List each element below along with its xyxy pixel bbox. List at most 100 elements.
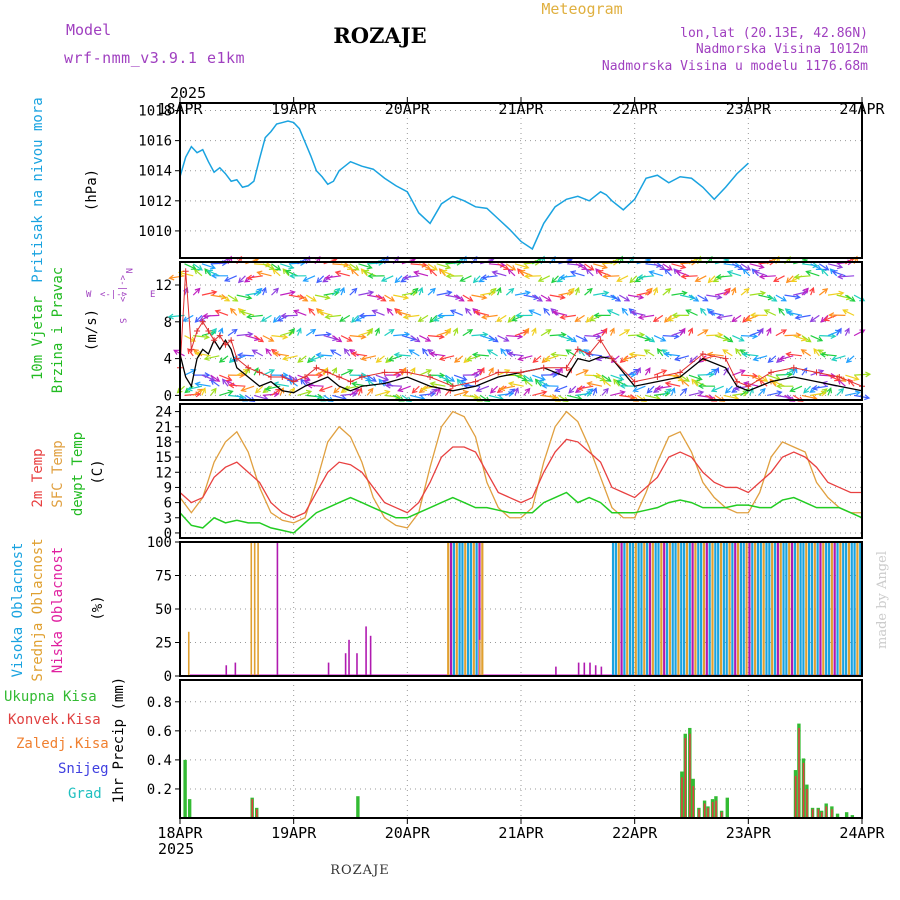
wind-arrowhead (315, 352, 322, 358)
wind-arrow (419, 263, 431, 270)
wind-arrow (613, 379, 620, 387)
wind-arrowhead (698, 390, 705, 396)
wind-arrow (566, 335, 577, 343)
wind-arrow (827, 388, 832, 396)
wind-arrow (827, 330, 841, 337)
wind-arrow (584, 388, 593, 396)
wind-arrowhead (459, 276, 466, 282)
wind-arrow (305, 329, 316, 337)
y-tick-label: 0.8 (147, 695, 172, 711)
wind-arrow (394, 354, 411, 357)
wind-arrowhead (854, 390, 862, 397)
wind-arrowhead (680, 327, 686, 334)
wind-arrowhead (441, 269, 448, 276)
wind-arrow (331, 288, 340, 296)
wind-arrow (297, 328, 302, 336)
wind-arrow (473, 275, 481, 283)
wind-arrow (262, 287, 267, 296)
wind-arrowhead (828, 312, 835, 318)
wind-arrow (340, 393, 357, 396)
wind-arrow (280, 263, 294, 269)
wind-arrowhead (273, 287, 279, 294)
wind-arrow (487, 349, 498, 357)
wind-arrow (784, 294, 800, 298)
wind-arrowhead (794, 293, 801, 300)
total-precip-bar (356, 796, 360, 818)
wind-arrow (410, 288, 419, 296)
wind-arrow (410, 335, 420, 343)
wind-arrow (385, 384, 402, 387)
temp2m-ylabel: 2m Temp (30, 448, 46, 507)
conv-precip-bar (806, 788, 808, 818)
wind-gust-marker (290, 378, 297, 385)
wind-arrowhead (268, 369, 276, 375)
wind-arrowhead (629, 394, 636, 400)
high-cloud-bar (825, 542, 828, 676)
wind-arrow (740, 263, 751, 271)
wind-arrow (727, 271, 742, 277)
wind-arrow (586, 268, 594, 277)
wind-arrowhead (316, 277, 323, 284)
wind-arrowhead (270, 348, 277, 355)
wind-arrow (619, 329, 630, 337)
wind-arrowhead (556, 276, 563, 283)
wind-gust-marker (699, 351, 706, 357)
wind-arrow (662, 288, 671, 296)
wind-arrowhead (511, 316, 518, 322)
wind-arrow (358, 374, 371, 381)
wind-arrowhead (822, 288, 829, 294)
high-cloud-bar (754, 542, 757, 676)
wind-arrow (758, 374, 768, 382)
wind-arrowhead (429, 381, 436, 388)
conv-precip-bar (715, 800, 717, 818)
wind-arrow (444, 328, 451, 336)
wind-arrow (619, 373, 636, 376)
high-cloud-bar (481, 542, 484, 676)
wind-arrow (316, 275, 325, 283)
y-tick-label: 0.6 (147, 724, 172, 740)
wind-arrowhead (414, 336, 421, 343)
wind-arrowhead (710, 386, 717, 393)
wind-arrow (549, 294, 565, 299)
high-cloud-bar (467, 542, 470, 676)
wind-arrow (520, 270, 533, 277)
wind-arrowhead (853, 375, 860, 381)
wind-arrow (766, 294, 777, 302)
wind-arrow (731, 314, 742, 322)
wind-arrow (795, 314, 811, 319)
wind-arrow (592, 374, 605, 381)
wind-arrow (429, 314, 438, 323)
wind-arrow (567, 394, 582, 400)
wind-gust-marker (216, 332, 223, 339)
wind-arrowhead (656, 262, 663, 269)
wind-arrow (706, 294, 722, 299)
high-cloud-bar (768, 542, 771, 676)
wind-arrow (810, 335, 823, 342)
wind-arrowhead (405, 396, 413, 403)
wind-arrow (593, 263, 607, 269)
wind-arrowhead (490, 287, 497, 294)
conv-precip-bar (251, 799, 254, 818)
wind-arrow (845, 294, 855, 302)
wind-arrowhead (471, 351, 479, 358)
wind-arrow (462, 294, 473, 302)
wind-arrow (194, 268, 203, 277)
pressure-axis-title: Pritisak na nivou mora (hPa) (30, 97, 100, 282)
wind-arrowhead (481, 294, 488, 300)
conv-precip-bar (802, 762, 805, 818)
high-cloud-bar (790, 542, 794, 676)
mid-cloud-bar (250, 542, 253, 676)
wind-arrowhead (751, 268, 758, 275)
wind-arrowhead (683, 376, 690, 382)
wind-arrow (412, 385, 420, 394)
wind-arrowhead (652, 316, 659, 323)
wind-gust-marker (205, 328, 212, 334)
wind-arrowhead (759, 290, 767, 297)
low-cloud-bar (600, 666, 603, 676)
wind-arrow (810, 287, 814, 296)
wind-arrow (307, 384, 324, 387)
high-cloud-bar (748, 542, 751, 676)
precip-legend-conv: Konvek.Kisa (8, 712, 101, 728)
wind-arrow (201, 388, 206, 396)
wind-arrowhead (420, 385, 428, 392)
